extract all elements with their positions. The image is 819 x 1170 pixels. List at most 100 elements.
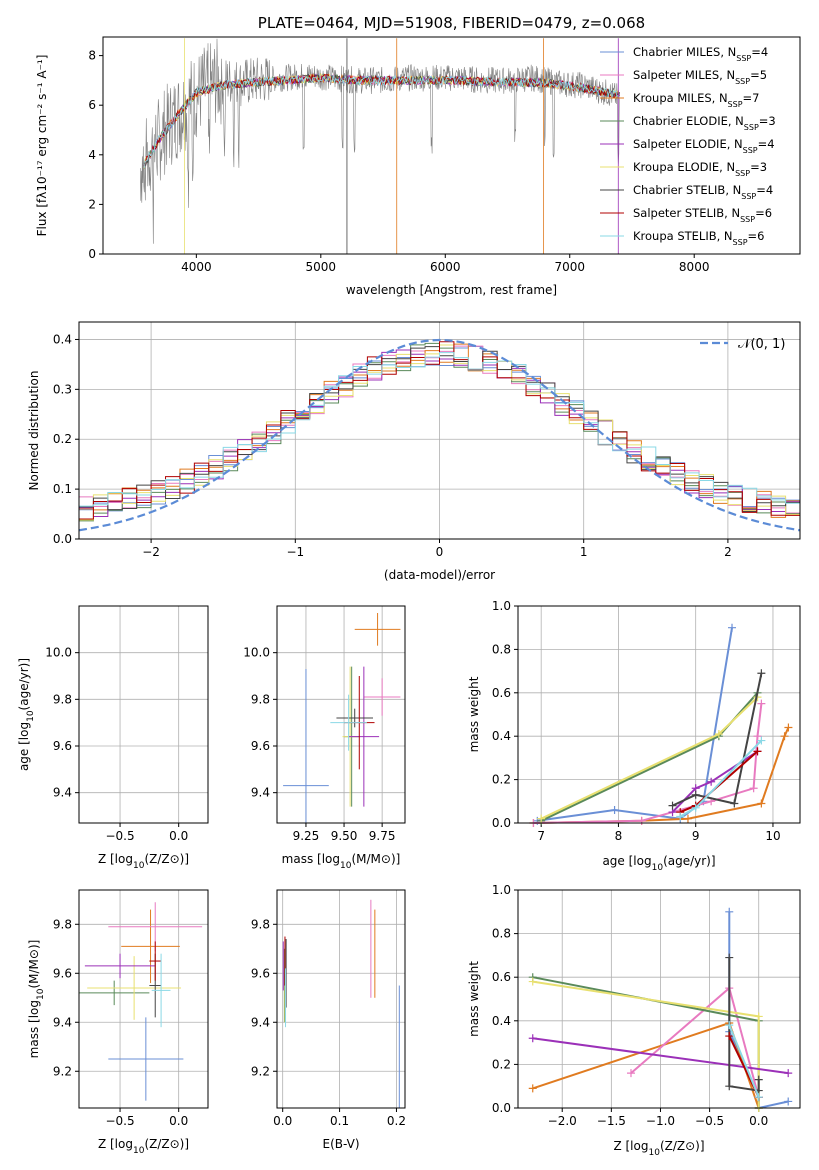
legend-entry-end: =6 [755,206,772,220]
y-tick-label: 9.2 [53,1064,72,1078]
legend-entry-sub: SSP [728,100,743,109]
x-tick-label: 8000 [679,260,710,274]
x-tick-label: −0.5 [105,829,134,843]
gaussian-reference-curve [79,338,800,532]
weight-point-marker [725,953,734,962]
legend-entry: Kroupa ELODIE, NSSP=3 [633,160,767,178]
x-axis-label: mass [log10(M/M⊙)] [282,852,401,871]
y-tick-label: 10.0 [243,646,270,660]
x-tick-label: 6000 [430,260,461,274]
weight-point-marker [753,747,762,756]
legend-entry-main: Salpeter MILES, N [633,68,735,82]
weight-point-marker [728,623,737,632]
y-axis-label-end: (age/yr)] [17,658,31,710]
y-axis-label: age [log10(age/yr)] [17,658,36,771]
weight-point-marker [749,784,758,793]
legend-entry-sub: SSP [741,192,756,201]
x-tick-label: 9.25 [293,829,320,843]
y-tick-label: 0.0 [53,532,72,546]
weight-point-marker [784,723,793,732]
x-tick-label: −2 [142,545,160,559]
weight-point-marker [537,814,546,823]
x-axis-label: E(B-V) [322,1137,359,1151]
y-axis-label: mass weight [467,676,481,752]
x-axis-label-main: age [log [602,854,651,868]
y-tick-label: 1.0 [492,599,511,613]
weight-series-line [533,703,763,824]
weight-series-line [672,673,763,807]
x-tick-label: 5000 [306,260,337,274]
x-tick-label: −1 [286,545,304,559]
legend-entry-sub: SSP [735,77,750,86]
weight-series-line [537,627,733,822]
y-tick-label: 9.4 [251,1015,270,1029]
legend-entry: Kroupa MILES, NSSP=7 [633,91,759,109]
weight-point-marker [730,799,739,808]
weight-point-marker [725,1032,734,1041]
y-tick-label: 9.4 [53,786,72,800]
spectrum-axes-frame [102,36,801,255]
weight-point-marker [691,790,700,799]
x-tick-label: −0.5 [695,1114,724,1128]
weight-point-marker [757,799,766,808]
spectrum-y-label: Flux [fλ10⁻¹⁷ erg cm⁻² s⁻¹ A⁻¹] [35,55,49,237]
x-tick-label: −1.0 [646,1114,675,1128]
axes-frame [517,605,801,824]
legend-entry-sub: SSP [733,238,748,247]
y-tick-label: 0.0 [492,1101,511,1115]
x-axis-label-sub: 10 [133,1146,145,1156]
weight-point-marker [754,1012,763,1021]
y-axis-label-main: mass [log [27,1000,41,1058]
weight-point-marker [725,907,734,916]
legend-entry: Salpeter STELIB, NSSP=6 [633,206,772,224]
legend-entry-main: Kroupa ELODIE, N [633,160,735,174]
plot-area [282,899,400,1108]
axes-frame [517,889,801,1109]
y-tick-label: 4 [88,148,96,162]
x-tick-label: 9.75 [369,829,396,843]
x-axis-label: age [log10(age/yr)] [602,854,715,873]
x-axis-label-main: Z [log [98,1137,133,1151]
y-tick-label: 9.6 [251,966,270,980]
spectrum-plot-area [140,38,620,254]
x-tick-label: −0.5 [105,1114,134,1128]
y-tick-label: 0.6 [492,970,511,984]
y-tick-label: 9.6 [53,966,72,980]
weight-point-marker [676,812,685,821]
x-axis-label-end: (M/M⊙)] [351,852,400,866]
legend-entry: Kroupa STELIB, NSSP=6 [633,229,764,247]
y-tick-label: 9.8 [53,917,72,931]
weight-point-marker [784,1097,793,1106]
y-tick-label: 0.3 [53,382,72,396]
y-tick-label: 9.4 [251,786,270,800]
legend-entry: Chabrier STELIB, NSSP=4 [633,183,773,201]
x-tick-label: 2 [724,545,732,559]
x-axis-label-end: (Z/Z⊙)] [144,1137,189,1151]
axes-frame [78,889,209,1109]
weight-series-line [728,1024,760,1098]
x-tick-label: 0.0 [169,829,188,843]
x-axis-label-main: Z [log [98,852,133,866]
weight-point-marker [683,814,692,823]
x-axis-label-sub: 10 [340,861,352,871]
x-axis-label-sub: 10 [648,1148,660,1158]
x-tick-label: 1 [580,545,588,559]
y-tick-label: 1.0 [492,883,511,897]
weight-point-marker [784,1069,793,1078]
weight-point-marker [610,805,619,814]
x-tick-label: 0.0 [169,1114,188,1128]
x-tick-label: 9.50 [331,829,358,843]
y-tick-label: 0.4 [53,332,72,346]
legend-entry-main: Salpeter STELIB, N [633,206,740,220]
legend-entry-end: =4 [758,137,775,151]
legend-entry-sub: SSP [744,123,759,132]
weight-series-line [532,1021,760,1109]
x-tick-label: −2.0 [548,1114,577,1128]
legend-entry-sub: SSP [735,169,750,178]
weight-point-marker [757,669,766,678]
mass-vs-metallicity-panel: −0.5 0.09.29.49.69.8Z [log10(Z/Z⊙)]mass [… [27,889,209,1156]
spectrum-title: PLATE=0464, MJD=51908, FIBERID=0479, z=0… [258,14,645,32]
y-tick-label: 8 [88,49,96,63]
